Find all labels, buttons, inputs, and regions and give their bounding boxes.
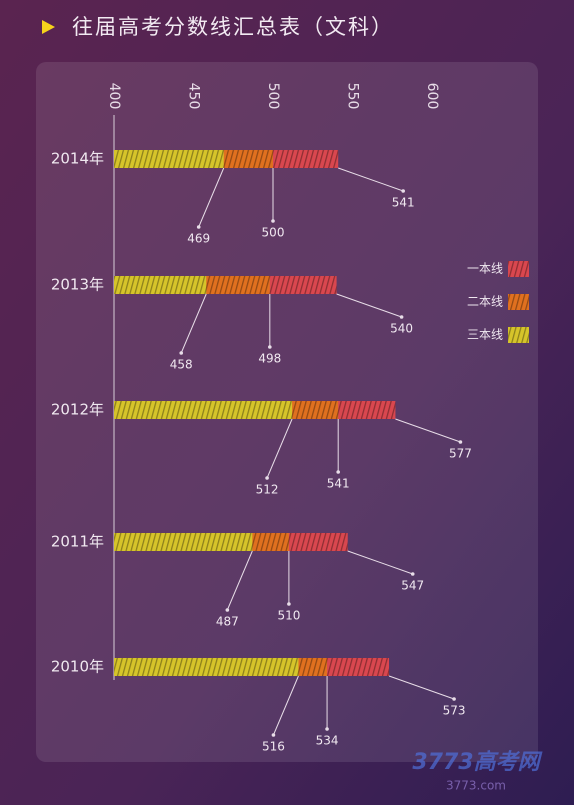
leader-dot [336,470,340,474]
leader-dot [410,572,415,576]
leader-dot [179,351,184,355]
leader-dot [268,345,272,349]
leader-line [272,675,299,736]
y-tick-label: 2012年 [51,401,104,419]
bar [114,533,253,551]
leader-dot [325,727,329,731]
legend-label: 三本线 [467,328,503,342]
x-tick-label: 450 [186,83,202,110]
y-tick-label: 2013年 [51,276,104,294]
bar [114,276,207,294]
value-label: 547 [401,579,424,593]
leader-dot [287,602,291,606]
legend-swatch [508,261,529,277]
leader-dot [401,189,405,193]
watermark: 3773.com [446,779,506,793]
value-label: 498 [258,352,281,366]
value-label: 577 [449,447,472,461]
watermark: 3773高考网 [412,749,542,775]
leader-dot [399,315,404,319]
value-label: 516 [262,740,285,754]
value-label: 541 [327,477,350,491]
value-label: 540 [390,322,413,336]
leader-line [338,167,404,192]
value-label: 500 [262,226,285,240]
value-label: 487 [216,615,239,629]
value-label: 469 [187,232,210,246]
x-tick-label: 550 [345,83,361,110]
legend-swatch [508,294,529,310]
leader-line [226,550,253,611]
leader-dot [265,476,269,480]
value-label: 458 [170,358,193,372]
leader-dot [271,219,275,223]
legend-label: 一本线 [467,262,503,276]
x-tick-label: 600 [424,83,440,110]
title-icon [42,20,55,34]
x-tick-label: 400 [106,83,122,110]
y-tick-label: 2010年 [51,658,104,676]
leader-line [266,418,293,479]
leader-line [180,293,207,354]
leader-line [395,418,461,443]
leader-line [336,293,402,318]
bar [114,401,293,419]
value-label: 512 [256,483,279,497]
legend-swatch [508,327,529,343]
leader-line [198,167,225,228]
value-label: 573 [443,704,466,718]
leader-dot [271,733,276,737]
bar [114,150,224,168]
y-tick-label: 2011年 [51,533,104,551]
leader-dot [196,225,201,229]
x-tick-label: 500 [265,83,281,110]
leader-line [388,675,455,700]
bar [114,658,299,676]
value-label: 510 [277,609,300,623]
value-label: 534 [316,734,339,748]
value-label: 541 [392,196,415,210]
leader-line [347,550,413,575]
y-tick-label: 2014年 [51,150,104,168]
leader-dot [452,697,456,701]
leader-dot [225,608,230,612]
legend-label: 二本线 [467,295,503,309]
chart-title: 往届高考分数线汇总表（文科） [72,15,394,39]
leader-dot [458,440,463,444]
